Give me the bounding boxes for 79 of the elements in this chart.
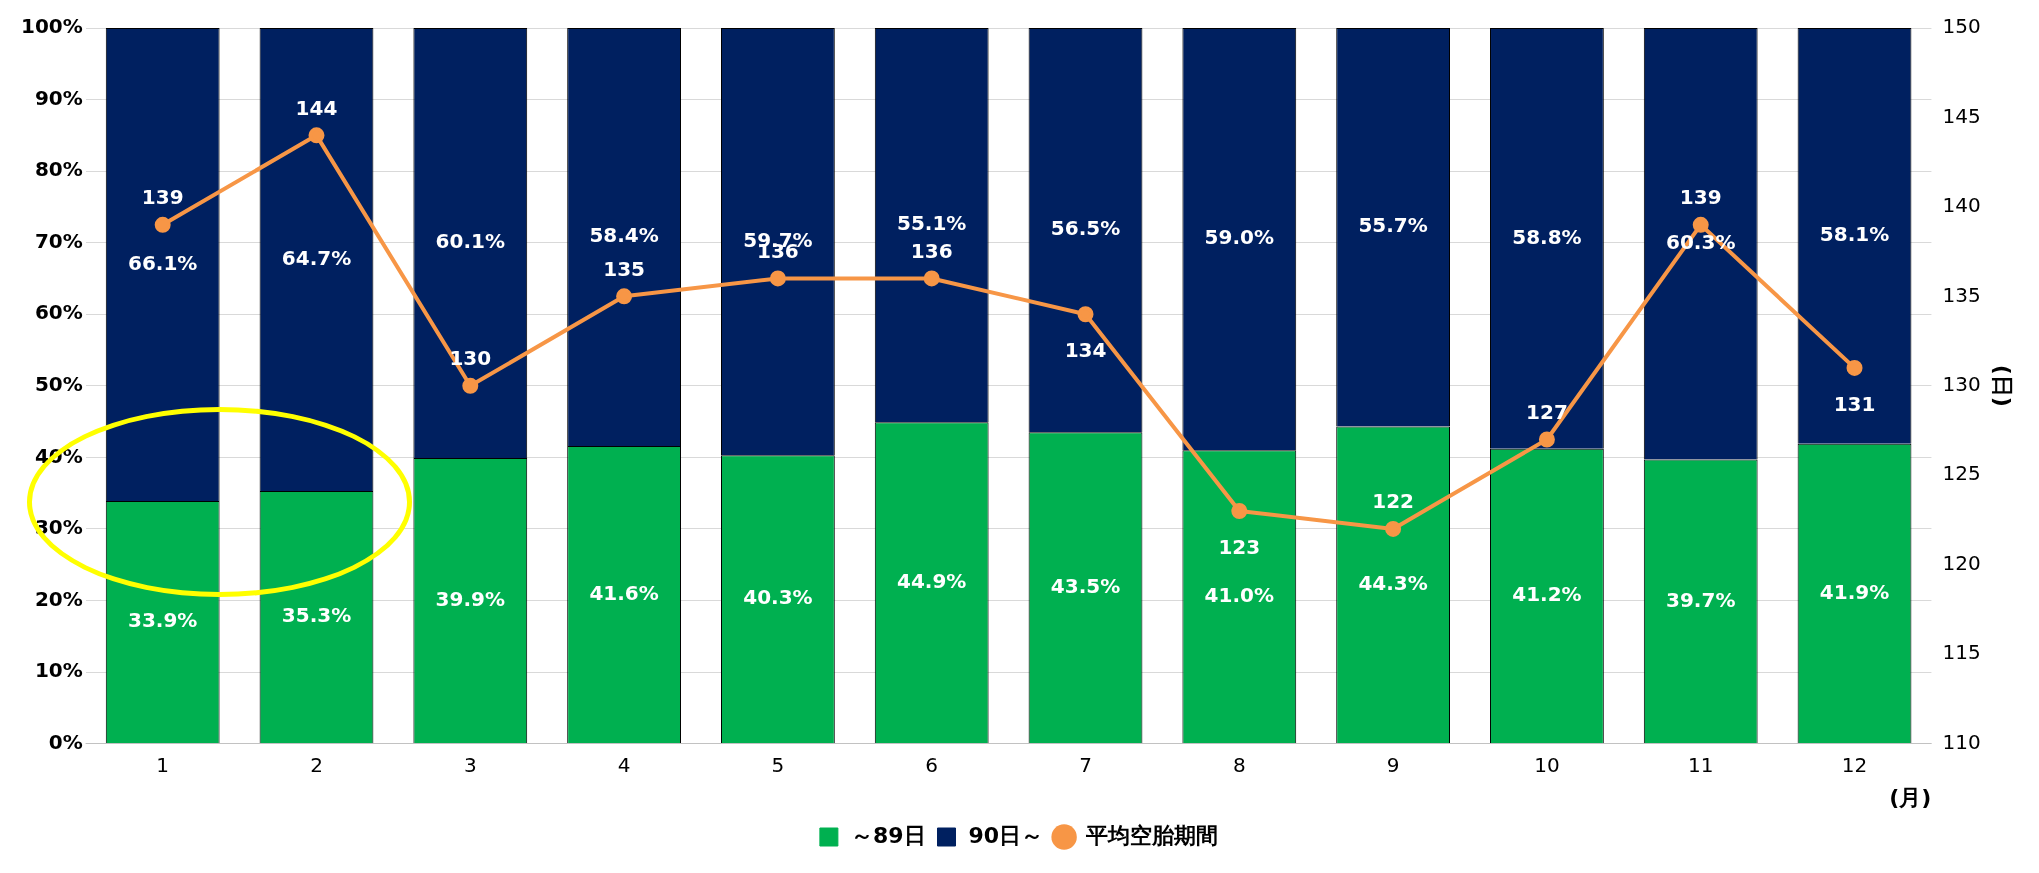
point bbox=[1692, 216, 1709, 233]
y-tick-label: 100% bbox=[20, 14, 83, 39]
data-label: 55.7% bbox=[1358, 213, 1428, 238]
point bbox=[154, 216, 171, 233]
data-label: 58.1% bbox=[1819, 222, 1890, 247]
y-tick-label: 60% bbox=[34, 300, 83, 325]
y2-tick-label: 145 bbox=[1942, 103, 1981, 128]
data-label: 66.1% bbox=[127, 250, 198, 275]
y2-tick-label: 110 bbox=[1942, 729, 1981, 754]
legend-label: ～89日 bbox=[850, 822, 926, 848]
data-label: 55.1% bbox=[897, 211, 967, 236]
data-label: 58.4% bbox=[589, 223, 659, 248]
data-label: 41.0% bbox=[1204, 582, 1275, 607]
point bbox=[1538, 431, 1555, 448]
y2-axis-title: (日) bbox=[1990, 364, 2016, 407]
y2-tick-label: 120 bbox=[1942, 550, 1981, 575]
data-label: 41.9% bbox=[1819, 579, 1890, 604]
point bbox=[1077, 306, 1094, 323]
y-tick-label: 10% bbox=[34, 658, 83, 683]
data-label: 41.6% bbox=[589, 580, 659, 605]
data-label: 144 bbox=[295, 95, 338, 120]
point bbox=[1385, 520, 1402, 537]
y2-tick-label: 130 bbox=[1942, 372, 1981, 396]
x-tick-label: 11 bbox=[1687, 752, 1714, 777]
legend-label: 90日～ bbox=[968, 822, 1044, 848]
x-tick-label: 12 bbox=[1841, 752, 1868, 777]
x-tick-label: 8 bbox=[1232, 752, 1246, 777]
data-label: 131 bbox=[1833, 392, 1876, 417]
data-label: 43.5% bbox=[1050, 573, 1121, 598]
data-label: 127 bbox=[1526, 399, 1568, 424]
data-label: 39.7% bbox=[1666, 587, 1736, 612]
data-label: 58.8% bbox=[1512, 224, 1582, 249]
data-label: 56.5% bbox=[1050, 216, 1121, 241]
point bbox=[1846, 359, 1863, 376]
data-label: 33.9% bbox=[127, 608, 198, 633]
x-tick-label: 1 bbox=[156, 752, 170, 777]
data-label: 139 bbox=[141, 184, 184, 209]
point bbox=[769, 270, 786, 287]
x-tick-label: 2 bbox=[310, 752, 323, 777]
point bbox=[462, 377, 479, 394]
data-label: 59.0% bbox=[1204, 225, 1275, 250]
data-label: 123 bbox=[1218, 535, 1261, 560]
data-label: 134 bbox=[1064, 338, 1107, 363]
y-tick-label: 0% bbox=[48, 729, 83, 754]
x-axis-title: (月) bbox=[1889, 784, 1932, 810]
x-tick-label: 10 bbox=[1534, 752, 1560, 777]
x-tick-label: 6 bbox=[925, 752, 939, 777]
y-tick-label: 90% bbox=[34, 85, 83, 110]
data-label: 122 bbox=[1372, 489, 1414, 514]
x-tick-label: 5 bbox=[771, 752, 785, 777]
point bbox=[923, 270, 940, 287]
x-tick-label: 9 bbox=[1386, 752, 1400, 777]
y-tick-label: 80% bbox=[34, 157, 83, 182]
data-label: 44.3% bbox=[1358, 571, 1428, 596]
data-label: 35.3% bbox=[281, 603, 352, 628]
y2-tick-label: 115 bbox=[1942, 640, 1981, 665]
y2-tick-label: 125 bbox=[1942, 461, 1981, 486]
x-tick-label: 4 bbox=[617, 752, 631, 777]
data-label: 139 bbox=[1679, 184, 1722, 209]
point bbox=[1231, 503, 1248, 520]
data-label: 44.9% bbox=[897, 568, 967, 593]
x-tick-label: 7 bbox=[1079, 752, 1092, 777]
y-tick-label: 20% bbox=[34, 586, 83, 611]
y-tick-label: 50% bbox=[34, 372, 83, 396]
data-label: 64.7% bbox=[281, 245, 352, 270]
point bbox=[308, 127, 325, 144]
data-label: 60.1% bbox=[435, 229, 505, 254]
data-label: 40.3% bbox=[743, 585, 813, 610]
data-label: 136 bbox=[910, 238, 953, 263]
legend-label: 平均空胎期間 bbox=[1085, 822, 1219, 848]
y-tick-label: 70% bbox=[34, 228, 83, 253]
data-label: 39.9% bbox=[435, 586, 505, 611]
y2-tick-label: 150 bbox=[1942, 14, 1981, 39]
x-tick-label: 3 bbox=[463, 752, 477, 777]
data-label: 135 bbox=[603, 256, 645, 281]
y2-tick-label: 140 bbox=[1942, 193, 1981, 218]
y2-tick-label: 135 bbox=[1942, 282, 1981, 307]
data-label: 41.2% bbox=[1512, 582, 1582, 607]
point bbox=[616, 288, 633, 305]
